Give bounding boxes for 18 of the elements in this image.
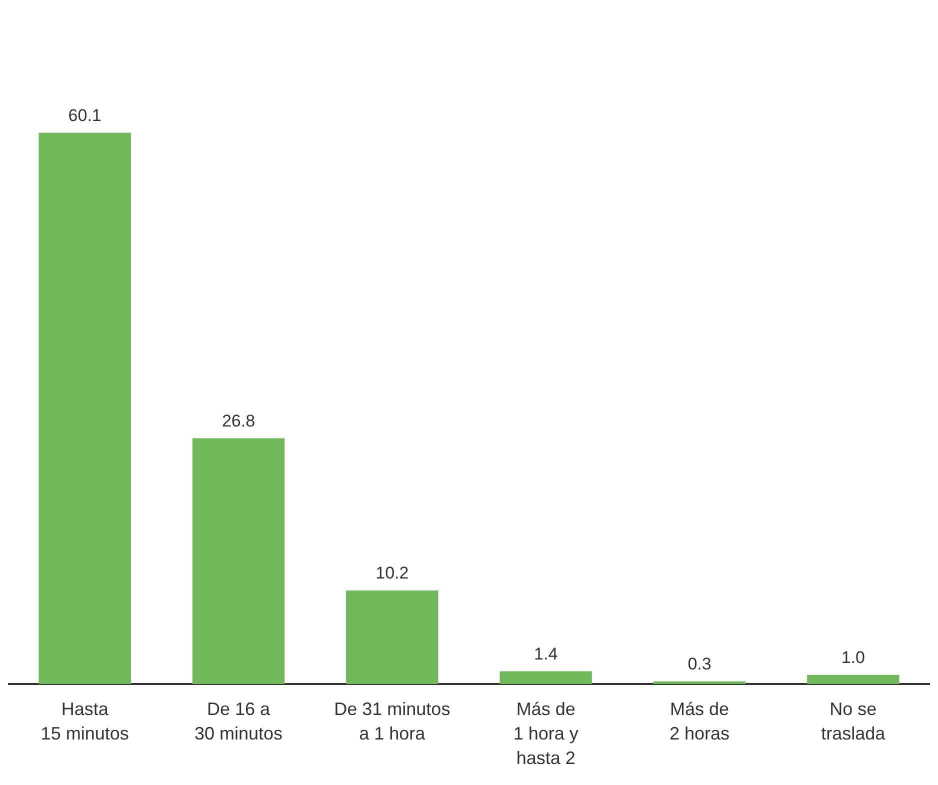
bar xyxy=(346,590,438,684)
data-label: 60.1 xyxy=(68,106,102,125)
x-tick-label: Más de 2 horas xyxy=(669,699,730,744)
x-tick-label: Más de 1 hora y hasta 2 xyxy=(513,699,578,768)
x-tick-label: De 31 minutos a 1 hora xyxy=(334,699,450,744)
x-tick-label: No se traslada xyxy=(821,699,886,744)
data-label: 1.0 xyxy=(841,648,865,668)
data-label: 1.4 xyxy=(534,644,558,664)
x-tick-label: De 16 a 30 minutos xyxy=(194,699,283,744)
data-label: 10.2 xyxy=(376,564,409,583)
bar xyxy=(38,132,131,684)
bar xyxy=(653,681,746,684)
data-label: 26.8 xyxy=(222,411,256,430)
bar xyxy=(192,438,285,684)
bar xyxy=(500,671,592,684)
data-label: 0.3 xyxy=(688,654,712,674)
bar xyxy=(807,674,900,684)
x-tick-label: Hasta 15 minutos xyxy=(40,699,129,744)
